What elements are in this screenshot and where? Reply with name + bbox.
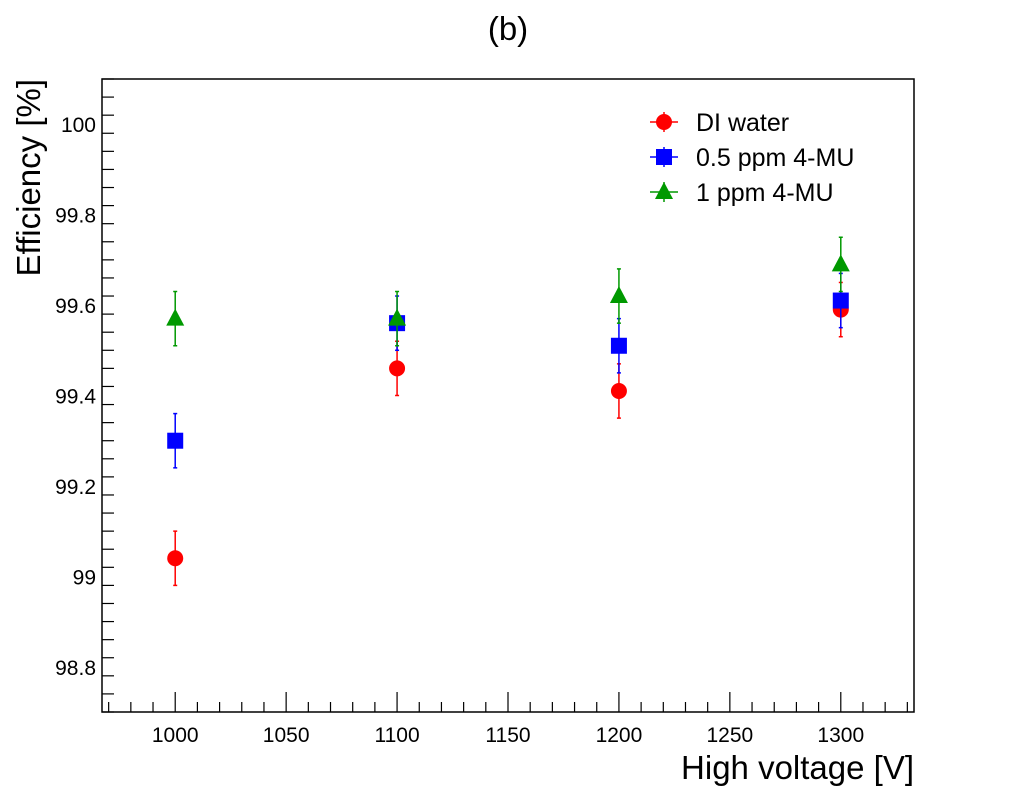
plot-frame — [101, 78, 915, 713]
x-tick-label: 1250 — [706, 724, 753, 747]
data-point-1-ppm-4-mu — [388, 290, 407, 347]
axes: 1000 1050 1100 1150 1200 1250 1300 98.8 99 99.2 99… — [55, 78, 908, 747]
data-point-0-5-ppm-4-mu — [610, 317, 627, 374]
x-tick-label: 1300 — [817, 724, 864, 747]
y-axis-title: Efficiency [%] — [10, 79, 47, 276]
x-tick-label: 1200 — [596, 724, 643, 747]
legend-label: DI water — [696, 109, 789, 137]
y-tick-label: 99.2 — [55, 476, 96, 499]
data-point-1-ppm-4-mu — [831, 236, 850, 293]
marker-square — [167, 432, 184, 449]
marker-square — [832, 292, 849, 309]
data-points — [166, 236, 850, 587]
legend-entry: 0.5 ppm 4-MU — [650, 144, 854, 172]
legend-marker-triangle — [655, 182, 673, 199]
x-tick-label: 1100 — [374, 724, 419, 747]
x-tick-label: 1000 — [152, 724, 199, 747]
marker-circle — [389, 360, 406, 377]
data-point-0-5-ppm-4-mu — [167, 412, 184, 469]
legend-entry: 1 ppm 4-MU — [650, 179, 834, 207]
y-tick-label: 99.8 — [55, 205, 96, 228]
marker-triangle — [831, 254, 850, 272]
chart-title: (b) — [488, 10, 528, 47]
legend-label: 0.5 ppm 4-MU — [696, 144, 854, 172]
data-point-1-ppm-4-mu — [166, 290, 185, 347]
marker-circle — [167, 550, 184, 567]
marker-square — [610, 337, 627, 354]
y-tick-label: 100 — [61, 114, 96, 137]
x-tick-label: 1150 — [485, 724, 530, 747]
y-tick-label: 99.6 — [55, 295, 96, 318]
marker-circle — [610, 382, 627, 399]
data-point-1-ppm-4-mu — [609, 268, 628, 324]
legend-marker-square — [656, 149, 672, 165]
marker-triangle — [388, 308, 407, 326]
data-point-di-water — [167, 530, 184, 587]
y-tick-label: 98.8 — [55, 657, 96, 680]
marker-triangle — [166, 308, 185, 326]
x-axis-title: High voltage [V] — [681, 749, 914, 786]
marker-triangle — [609, 286, 628, 304]
legend-label: 1 ppm 4-MU — [696, 179, 834, 207]
x-tick-label: 1050 — [263, 724, 310, 747]
legend-entry: DI water — [650, 109, 789, 137]
y-tick-label: 99 — [73, 566, 96, 589]
y-tick-label: 99.4 — [55, 386, 96, 409]
legend-marker-circle — [656, 114, 672, 130]
legend: DI water 0.5 ppm 4-MU 1 ppm 4-MU — [650, 109, 854, 207]
